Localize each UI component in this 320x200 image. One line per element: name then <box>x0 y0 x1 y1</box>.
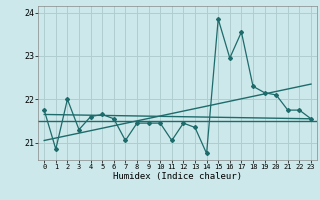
X-axis label: Humidex (Indice chaleur): Humidex (Indice chaleur) <box>113 172 242 181</box>
